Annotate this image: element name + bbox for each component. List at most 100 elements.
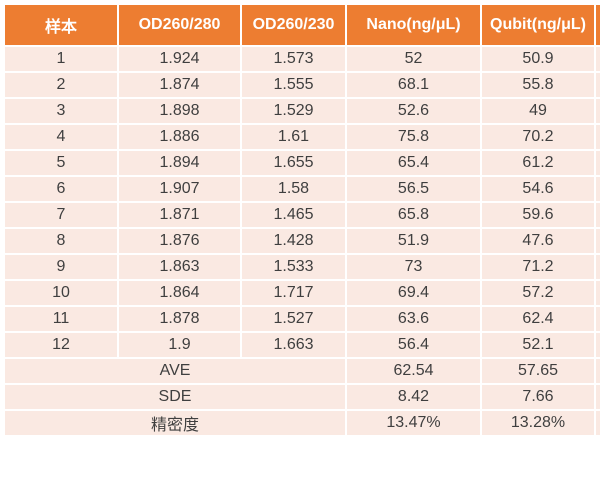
od260-280-cell: 1.894 (117, 149, 242, 177)
header-cell-qubit: Qubit(ng/μL) (480, 3, 596, 47)
spacer-cell (594, 71, 600, 99)
summary-label: AVE (3, 357, 347, 385)
sample-id-cell: 5 (3, 149, 119, 177)
od260-230-cell: 1.58 (240, 175, 347, 203)
summary-row-precision: 精密度 13.47% 13.28% (3, 409, 600, 437)
summary-nano-value: 62.54 (345, 357, 482, 385)
spacer-cell (594, 45, 600, 73)
spacer-cell (594, 97, 600, 125)
qubit-cell: 54.6 (480, 175, 596, 203)
sample-id-cell: 12 (3, 331, 119, 359)
summary-label: SDE (3, 383, 347, 411)
header-row: 样本 OD260/280 OD260/230 Nano(ng/μL) Qubit… (3, 3, 600, 47)
nano-cell: 56.5 (345, 175, 482, 203)
od260-280-cell: 1.924 (117, 45, 242, 73)
sample-qc-table: 样本 OD260/280 OD260/230 Nano(ng/μL) Qubit… (3, 3, 600, 437)
spacer-cell (594, 253, 600, 281)
qubit-cell: 70.2 (480, 123, 596, 151)
qubit-cell: 61.2 (480, 149, 596, 177)
qubit-cell: 62.4 (480, 305, 596, 333)
od260-280-cell: 1.878 (117, 305, 242, 333)
od260-280-cell: 1.907 (117, 175, 242, 203)
od260-280-cell: 1.871 (117, 201, 242, 229)
table-row: 12 1.9 1.663 56.4 52.1 (3, 331, 600, 359)
spacer-cell (594, 279, 600, 307)
od260-230-cell: 1.555 (240, 71, 347, 99)
sample-id-cell: 4 (3, 123, 119, 151)
od260-280-cell: 1.874 (117, 71, 242, 99)
qubit-cell: 47.6 (480, 227, 596, 255)
spacer-cell (594, 409, 600, 437)
od260-280-cell: 1.886 (117, 123, 242, 151)
sample-id-cell: 6 (3, 175, 119, 203)
sample-id-cell: 11 (3, 305, 119, 333)
nano-cell: 52 (345, 45, 482, 73)
nano-cell: 69.4 (345, 279, 482, 307)
nano-cell: 73 (345, 253, 482, 281)
sample-id-cell: 1 (3, 45, 119, 73)
qubit-cell: 55.8 (480, 71, 596, 99)
nano-cell: 65.4 (345, 149, 482, 177)
summary-nano-value: 13.47% (345, 409, 482, 437)
nano-cell: 56.4 (345, 331, 482, 359)
qubit-cell: 59.6 (480, 201, 596, 229)
od260-230-cell: 1.428 (240, 227, 347, 255)
od260-280-cell: 1.9 (117, 331, 242, 359)
qubit-cell: 71.2 (480, 253, 596, 281)
od260-280-cell: 1.864 (117, 279, 242, 307)
header-cell-od260-280: OD260/280 (117, 3, 242, 47)
table-row: 5 1.894 1.655 65.4 61.2 (3, 149, 600, 177)
summary-label: 精密度 (3, 409, 347, 437)
spacer-cell (594, 305, 600, 333)
table-row: 9 1.863 1.533 73 71.2 (3, 253, 600, 281)
summary-qubit-value: 57.65 (480, 357, 596, 385)
sample-id-cell: 7 (3, 201, 119, 229)
summary-nano-value: 8.42 (345, 383, 482, 411)
spacer-cell (594, 123, 600, 151)
od260-230-cell: 1.717 (240, 279, 347, 307)
header-spacer-cell (594, 3, 600, 47)
spacer-cell (594, 227, 600, 255)
qubit-cell: 52.1 (480, 331, 596, 359)
qubit-cell: 50.9 (480, 45, 596, 73)
table-row: 4 1.886 1.61 75.8 70.2 (3, 123, 600, 151)
header-cell-sample: 样本 (3, 3, 119, 47)
qubit-cell: 57.2 (480, 279, 596, 307)
table-row: 6 1.907 1.58 56.5 54.6 (3, 175, 600, 203)
spacer-cell (594, 331, 600, 359)
od260-280-cell: 1.898 (117, 97, 242, 125)
od260-230-cell: 1.529 (240, 97, 347, 125)
summary-qubit-value: 7.66 (480, 383, 596, 411)
table-row: 1 1.924 1.573 52 50.9 (3, 45, 600, 73)
spacer-cell (594, 201, 600, 229)
spacer-cell (594, 175, 600, 203)
table-row: 7 1.871 1.465 65.8 59.6 (3, 201, 600, 229)
table-row: 8 1.876 1.428 51.9 47.6 (3, 227, 600, 255)
body-rows: 1 1.924 1.573 52 50.9 2 1.874 1.555 68.1… (3, 45, 600, 359)
nano-cell: 75.8 (345, 123, 482, 151)
od260-230-cell: 1.527 (240, 305, 347, 333)
table-row: 10 1.864 1.717 69.4 57.2 (3, 279, 600, 307)
od260-230-cell: 1.465 (240, 201, 347, 229)
summary-row-ave: AVE 62.54 57.65 (3, 357, 600, 385)
summary-row-sde: SDE 8.42 7.66 (3, 383, 600, 411)
summary-rows: AVE 62.54 57.65 SDE 8.42 7.66 精密度 13.47%… (3, 357, 600, 437)
nano-cell: 52.6 (345, 97, 482, 125)
nano-cell: 63.6 (345, 305, 482, 333)
sample-id-cell: 9 (3, 253, 119, 281)
od260-280-cell: 1.876 (117, 227, 242, 255)
od260-230-cell: 1.655 (240, 149, 347, 177)
nano-cell: 68.1 (345, 71, 482, 99)
header-cell-nano: Nano(ng/μL) (345, 3, 482, 47)
od260-230-cell: 1.533 (240, 253, 347, 281)
od260-280-cell: 1.863 (117, 253, 242, 281)
qubit-cell: 49 (480, 97, 596, 125)
spacer-cell (594, 149, 600, 177)
spacer-cell (594, 357, 600, 385)
sample-id-cell: 3 (3, 97, 119, 125)
table-row: 2 1.874 1.555 68.1 55.8 (3, 71, 600, 99)
od260-230-cell: 1.573 (240, 45, 347, 73)
sample-id-cell: 2 (3, 71, 119, 99)
header-cell-od260-230: OD260/230 (240, 3, 347, 47)
